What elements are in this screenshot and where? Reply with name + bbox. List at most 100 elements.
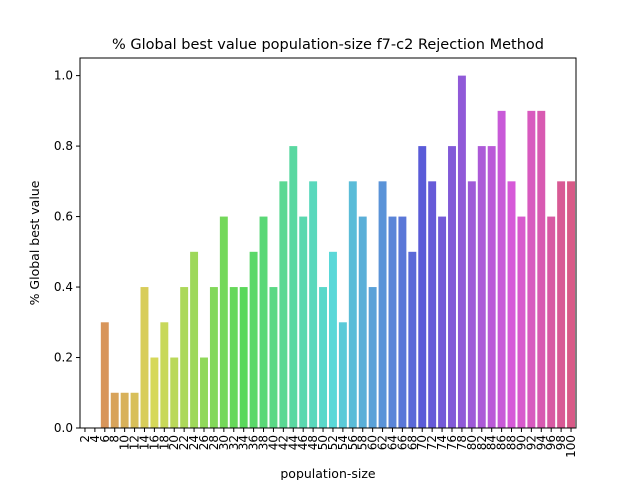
bar-12 — [130, 392, 139, 428]
x-tick-label: 52 — [326, 435, 340, 450]
bar-50 — [319, 287, 328, 428]
bar-68 — [408, 251, 417, 428]
x-tick-label: 40 — [266, 435, 280, 450]
bar-98 — [557, 181, 566, 428]
x-tick-label: 76 — [445, 435, 459, 450]
x-tick-label: 70 — [415, 435, 429, 450]
bar-78 — [457, 75, 466, 429]
x-tick-label: 18 — [157, 435, 171, 450]
x-tick-label: 68 — [405, 435, 419, 450]
x-tick-label: 86 — [495, 435, 509, 450]
bar-36 — [249, 251, 258, 428]
x-tick-label: 34 — [237, 435, 251, 450]
bar-40 — [269, 287, 278, 428]
bar-90 — [517, 216, 526, 428]
bar-44 — [289, 146, 298, 428]
x-tick-label: 12 — [128, 435, 142, 450]
x-tick-label: 44 — [286, 435, 300, 450]
x-axis: 2468101214161820222426283032343638404244… — [78, 428, 578, 458]
bar-100 — [567, 181, 576, 428]
bar-14 — [140, 287, 149, 428]
x-tick-label: 96 — [544, 435, 558, 450]
x-tick-label: 28 — [207, 435, 221, 450]
x-tick-label: 6 — [98, 435, 112, 443]
bar-66 — [398, 216, 407, 428]
x-tick-label: 56 — [346, 435, 360, 450]
x-tick-label: 50 — [316, 435, 330, 450]
x-tick-label: 38 — [257, 435, 271, 450]
y-axis-label: % Global best value — [27, 180, 42, 305]
bar-26 — [200, 357, 208, 428]
x-axis-label: population-size — [280, 466, 376, 480]
y-tick-label: 0.8 — [54, 139, 73, 153]
bar-70 — [418, 146, 427, 428]
x-tick-label: 92 — [524, 435, 538, 450]
x-tick-label: 42 — [276, 435, 290, 450]
x-tick-label: 78 — [455, 435, 469, 450]
bar-94 — [537, 110, 546, 429]
x-tick-label: 32 — [227, 435, 241, 450]
x-tick-label: 48 — [306, 435, 320, 450]
x-tick-label: 84 — [485, 435, 499, 450]
x-tick-label: 60 — [366, 435, 380, 450]
bar-48 — [309, 181, 318, 428]
x-tick-label: 30 — [217, 435, 231, 450]
y-tick-label: 1.0 — [54, 69, 73, 83]
x-tick-label: 100 — [564, 435, 578, 458]
x-tick-label: 64 — [385, 435, 399, 450]
y-axis: 0.0 0.2 0.4 0.6 0.8 1.0 — [54, 69, 80, 435]
x-tick-label: 22 — [177, 435, 191, 450]
y-tick-label: 0.2 — [54, 351, 73, 365]
bar-76 — [448, 146, 456, 428]
x-tick-label: 66 — [395, 435, 409, 450]
bar-84 — [487, 146, 496, 428]
bar-30 — [219, 216, 228, 428]
bar-32 — [229, 287, 238, 428]
x-tick-label: 2 — [78, 435, 92, 443]
x-tick-label: 98 — [554, 435, 568, 450]
x-tick-label: 20 — [167, 435, 181, 450]
x-tick-label: 4 — [88, 435, 102, 443]
bar-80 — [467, 181, 476, 428]
x-tick-label: 54 — [336, 435, 350, 450]
x-tick-label: 80 — [465, 435, 479, 450]
bar-56 — [348, 181, 357, 428]
bar-8 — [110, 392, 119, 428]
x-tick-label: 58 — [356, 435, 370, 450]
bar-42 — [279, 181, 288, 428]
x-tick-label: 62 — [376, 435, 390, 450]
x-tick-label: 8 — [108, 435, 122, 443]
bar-34 — [239, 287, 248, 428]
x-tick-label: 46 — [296, 435, 310, 450]
bar-38 — [259, 216, 268, 428]
bar-58 — [358, 216, 367, 428]
x-tick-label: 94 — [534, 435, 548, 450]
bar-72 — [428, 181, 437, 428]
x-tick-label: 36 — [247, 435, 261, 450]
bar-74 — [438, 216, 447, 428]
bar-20 — [170, 357, 179, 428]
x-tick-label: 82 — [475, 435, 489, 450]
y-tick-label: 0.0 — [54, 421, 73, 435]
x-tick-label: 10 — [118, 435, 132, 450]
bar-96 — [547, 216, 556, 428]
bar-28 — [209, 287, 218, 428]
plot-frame — [79, 57, 577, 429]
bar-64 — [388, 216, 397, 428]
bar-46 — [299, 216, 308, 428]
x-tick-label: 14 — [137, 435, 151, 450]
x-tick-label: 26 — [197, 435, 211, 450]
x-tick-label: 74 — [435, 435, 449, 450]
bar-16 — [150, 357, 159, 428]
bar-24 — [190, 251, 199, 428]
bar-6 — [100, 322, 109, 428]
chart-title: % Global best value population-size f7-c… — [112, 37, 544, 53]
bar-60 — [368, 287, 377, 428]
bar-92 — [527, 110, 536, 429]
bar-18 — [160, 322, 169, 428]
bars-group — [100, 75, 576, 429]
bar-82 — [477, 146, 486, 428]
bar-88 — [507, 181, 516, 428]
x-tick-label: 24 — [187, 435, 201, 450]
